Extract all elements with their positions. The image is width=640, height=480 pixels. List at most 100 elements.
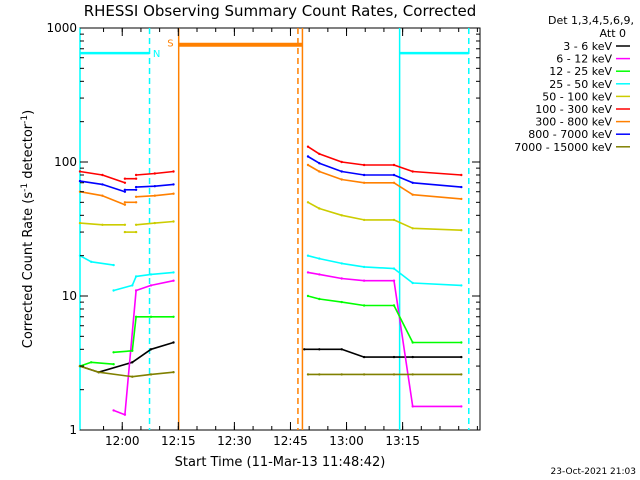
series-point xyxy=(392,355,396,359)
legend-header-2: Att 0 xyxy=(600,27,626,40)
series-point xyxy=(362,181,366,184)
series-point xyxy=(392,304,396,307)
series-point xyxy=(392,181,396,184)
x-tick-label: 12:30 xyxy=(217,434,252,448)
series-point xyxy=(78,179,82,183)
series-point xyxy=(112,409,115,412)
series-point xyxy=(101,173,104,177)
legend-label: 6 - 12 keV xyxy=(556,53,612,66)
series-line xyxy=(79,190,126,206)
series-point xyxy=(149,315,153,318)
series-point xyxy=(362,218,366,222)
series-point xyxy=(123,201,127,204)
series-line xyxy=(79,170,126,184)
series-point xyxy=(362,163,366,167)
y-tick-label: 1000 xyxy=(46,21,77,35)
series-point xyxy=(306,271,310,274)
series-point xyxy=(411,281,414,285)
y-tick-label: 1 xyxy=(69,423,77,437)
series-point xyxy=(392,267,396,270)
series-point xyxy=(134,173,138,177)
series-point xyxy=(123,223,127,226)
series-point xyxy=(123,188,127,191)
series-point xyxy=(153,172,156,175)
series-point xyxy=(362,355,366,359)
series-line xyxy=(79,341,174,374)
series-line xyxy=(113,315,174,354)
series-point xyxy=(101,194,104,197)
series-point xyxy=(392,373,396,376)
series-point xyxy=(318,257,321,260)
y-tick-label: 10 xyxy=(62,289,77,303)
series-line xyxy=(79,180,126,193)
series-point xyxy=(460,284,463,287)
series-point xyxy=(318,273,321,276)
legend-label: 100 - 300 keV xyxy=(535,103,612,116)
series-point xyxy=(101,183,104,186)
series-point xyxy=(340,277,343,280)
series-point xyxy=(306,254,310,257)
y-tick-label: 100 xyxy=(54,155,77,169)
series-point xyxy=(172,220,175,223)
y-axis-label-end: ) xyxy=(21,110,36,115)
series-point xyxy=(340,178,343,181)
series-point xyxy=(318,162,321,165)
annotation-label: N xyxy=(153,49,160,60)
series-point xyxy=(123,203,127,206)
series-point xyxy=(362,265,366,269)
series-point xyxy=(318,152,321,156)
series-point xyxy=(134,275,138,278)
series-point xyxy=(101,223,104,226)
series-point xyxy=(153,221,156,225)
legend-label: 25 - 50 keV xyxy=(549,78,612,91)
legend-label: 50 - 100 keV xyxy=(542,90,612,103)
y-axis-label-sup1: -1 xyxy=(20,183,30,192)
series-line xyxy=(307,146,462,176)
series-point xyxy=(149,284,153,287)
series-point xyxy=(362,373,366,376)
y-axis: 1000 100 10 1 xyxy=(46,21,480,437)
series-point xyxy=(134,230,138,234)
series-point xyxy=(112,363,115,366)
series-point xyxy=(340,348,343,351)
series-point xyxy=(112,263,115,267)
series-point xyxy=(460,355,463,359)
markers-layer xyxy=(79,28,470,430)
series-point xyxy=(153,194,156,197)
series-point xyxy=(340,262,343,265)
x-tick-label: 13:15 xyxy=(385,434,420,448)
series-point xyxy=(172,183,175,186)
legend-label: 3 - 6 keV xyxy=(563,40,612,53)
series-point xyxy=(392,173,396,177)
series-point xyxy=(340,214,343,217)
series-point xyxy=(318,170,321,173)
series-point xyxy=(123,177,127,180)
series-point xyxy=(134,315,138,318)
series-line xyxy=(304,348,462,358)
series-point xyxy=(90,361,93,364)
series-line xyxy=(307,271,462,408)
legend-label: 800 - 7000 keV xyxy=(528,128,612,141)
series-point xyxy=(78,221,82,225)
series-layer xyxy=(78,42,463,416)
legend-label: 12 - 25 keV xyxy=(549,65,612,78)
series-point xyxy=(318,348,321,351)
series-point xyxy=(134,188,138,191)
series-point xyxy=(411,181,414,184)
series-point xyxy=(340,170,343,173)
series-point xyxy=(460,197,463,201)
series-point xyxy=(411,193,414,196)
series-point xyxy=(123,230,127,234)
legend-label: 300 - 800 keV xyxy=(535,116,612,129)
series-point xyxy=(306,155,310,158)
series-line xyxy=(307,295,462,344)
series-line xyxy=(307,201,462,231)
series-point xyxy=(97,371,100,374)
series-point xyxy=(112,289,115,292)
series-point xyxy=(172,170,175,173)
series-point xyxy=(134,195,138,198)
series-line xyxy=(79,361,114,367)
series-point xyxy=(460,373,463,376)
